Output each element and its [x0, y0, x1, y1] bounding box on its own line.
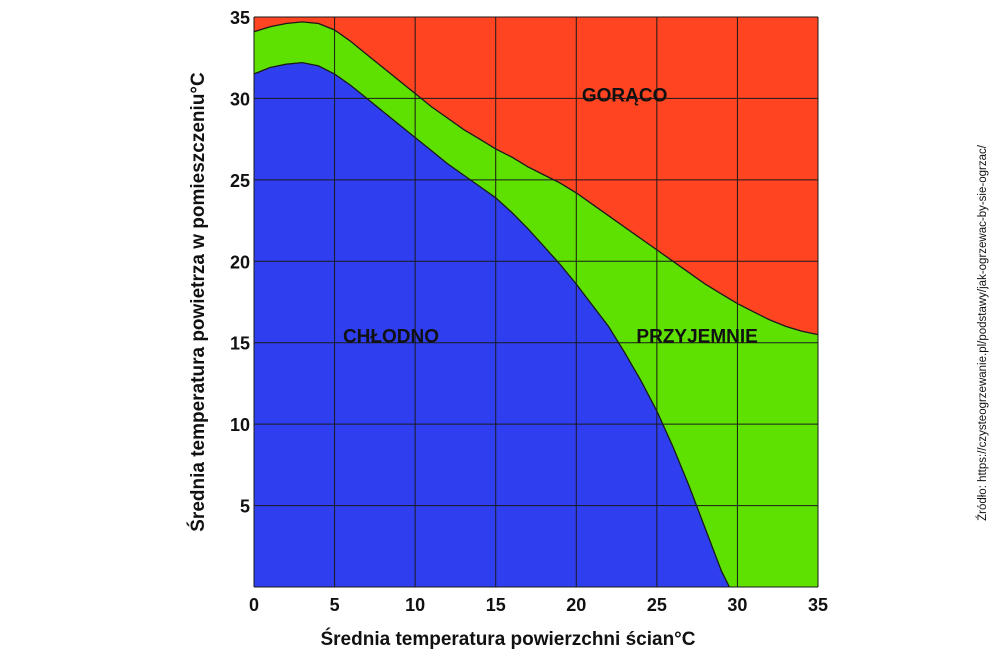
boundary-comfortable-hot [253, 21, 819, 336]
region-cold [254, 62, 730, 588]
region-label: CHŁODNO [343, 327, 439, 348]
x-tick-label: 35 [808, 595, 828, 615]
x-tick-label: 20 [566, 595, 586, 615]
y-tick-label: 10 [230, 415, 250, 435]
region-label: PRZYJEMNIE [636, 327, 757, 348]
x-tick-label: 10 [405, 595, 425, 615]
x-tick-label: 30 [727, 595, 747, 615]
y-tick-label: 15 [230, 334, 250, 354]
y-tick-label: 25 [230, 171, 250, 191]
x-tick-label: 0 [249, 595, 259, 615]
y-tick-label: 30 [230, 89, 250, 109]
y-tick-label: 35 [230, 8, 250, 28]
x-axis-ticks: 0 5 10 15 20 25 30 35 [249, 595, 828, 615]
x-axis-title: Średnia temperatura powierzchni ścian°C [320, 628, 695, 650]
x-tick-label: 15 [486, 595, 506, 615]
y-tick-label: 20 [230, 252, 250, 272]
y-axis-ticks: 5 10 15 20 25 30 35 [230, 8, 250, 517]
y-tick-label: 5 [240, 497, 250, 517]
y-axis-title: Średnia temperatura powietrza w pomieszc… [187, 72, 209, 532]
x-tick-label: 25 [647, 595, 667, 615]
grid-lines [253, 16, 819, 588]
region-label: GORĄCO [582, 86, 668, 107]
x-tick-label: 5 [330, 595, 340, 615]
source-note: Źródło: https://czysteogrzewanie.pl/pods… [976, 144, 989, 521]
region-labels: CHŁODNO PRZYJEMNIE GORĄCO [343, 86, 758, 348]
